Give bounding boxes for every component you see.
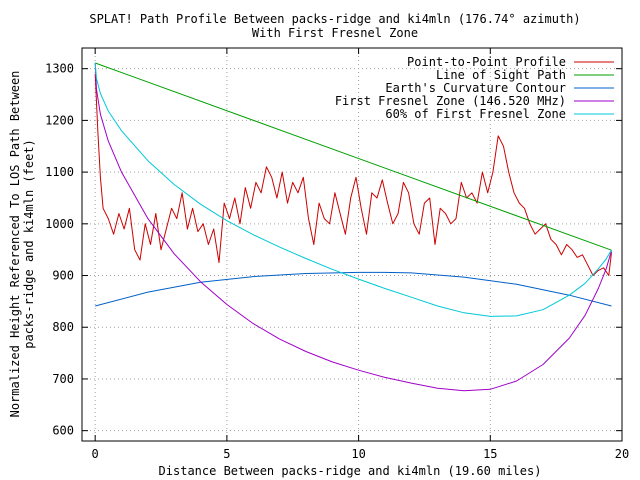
x-axis-label: Distance Between packs-ridge and ki4mln … bbox=[159, 464, 542, 478]
x-tick-label: 10 bbox=[351, 447, 365, 461]
plot-frame bbox=[81, 47, 623, 442]
x-tick-label: 15 bbox=[483, 447, 497, 461]
x-tick-label: 5 bbox=[223, 447, 230, 461]
series-line-3 bbox=[95, 271, 612, 307]
series-line-5 bbox=[94, 62, 612, 317]
legend-label-1: Point-to-Point Profile bbox=[407, 55, 566, 69]
axis-ticks: 0 5 10 15 20 600 700 800 900 1000 1100 1200 1300 bbox=[45, 48, 629, 461]
legend-label-4: First Fresnel Zone (146.520 MHz) bbox=[335, 94, 566, 108]
x-tick-label: 0 bbox=[92, 447, 99, 461]
y-tick-label: 1300 bbox=[45, 62, 74, 76]
y-tick-label: 700 bbox=[52, 372, 74, 386]
y-axis-label-group: Normalized Height Referenced To LOS Path… bbox=[8, 71, 36, 418]
chart-title: SPLAT! Path Profile Between packs-ridge … bbox=[89, 12, 580, 26]
x-tick-label: 20 bbox=[615, 447, 629, 461]
legend-label-2: Line of Sight Path bbox=[436, 68, 566, 82]
y-axis-label-line-1: Normalized Height Referenced To LOS Path… bbox=[8, 71, 22, 418]
y-axis-label-line-2: packs-ridge and ki4mln (feet) bbox=[22, 139, 36, 349]
y-tick-label: 1200 bbox=[45, 113, 74, 127]
series-line-4 bbox=[94, 62, 612, 392]
legend-label-3: Earth's Curvature Contour bbox=[385, 81, 566, 95]
y-tick-label: 1000 bbox=[45, 217, 74, 231]
legend-label-5: 60% of First Fresnel Zone bbox=[385, 107, 566, 121]
y-tick-label: 600 bbox=[52, 424, 74, 438]
chart-subtitle: With First Fresnel Zone bbox=[252, 26, 418, 40]
y-tick-label: 900 bbox=[52, 269, 74, 283]
series-line-1 bbox=[94, 73, 612, 276]
series-lines bbox=[94, 62, 612, 392]
y-tick-label: 1100 bbox=[45, 165, 74, 179]
y-tick-label: 800 bbox=[52, 320, 74, 334]
series-line-2 bbox=[95, 62, 612, 251]
